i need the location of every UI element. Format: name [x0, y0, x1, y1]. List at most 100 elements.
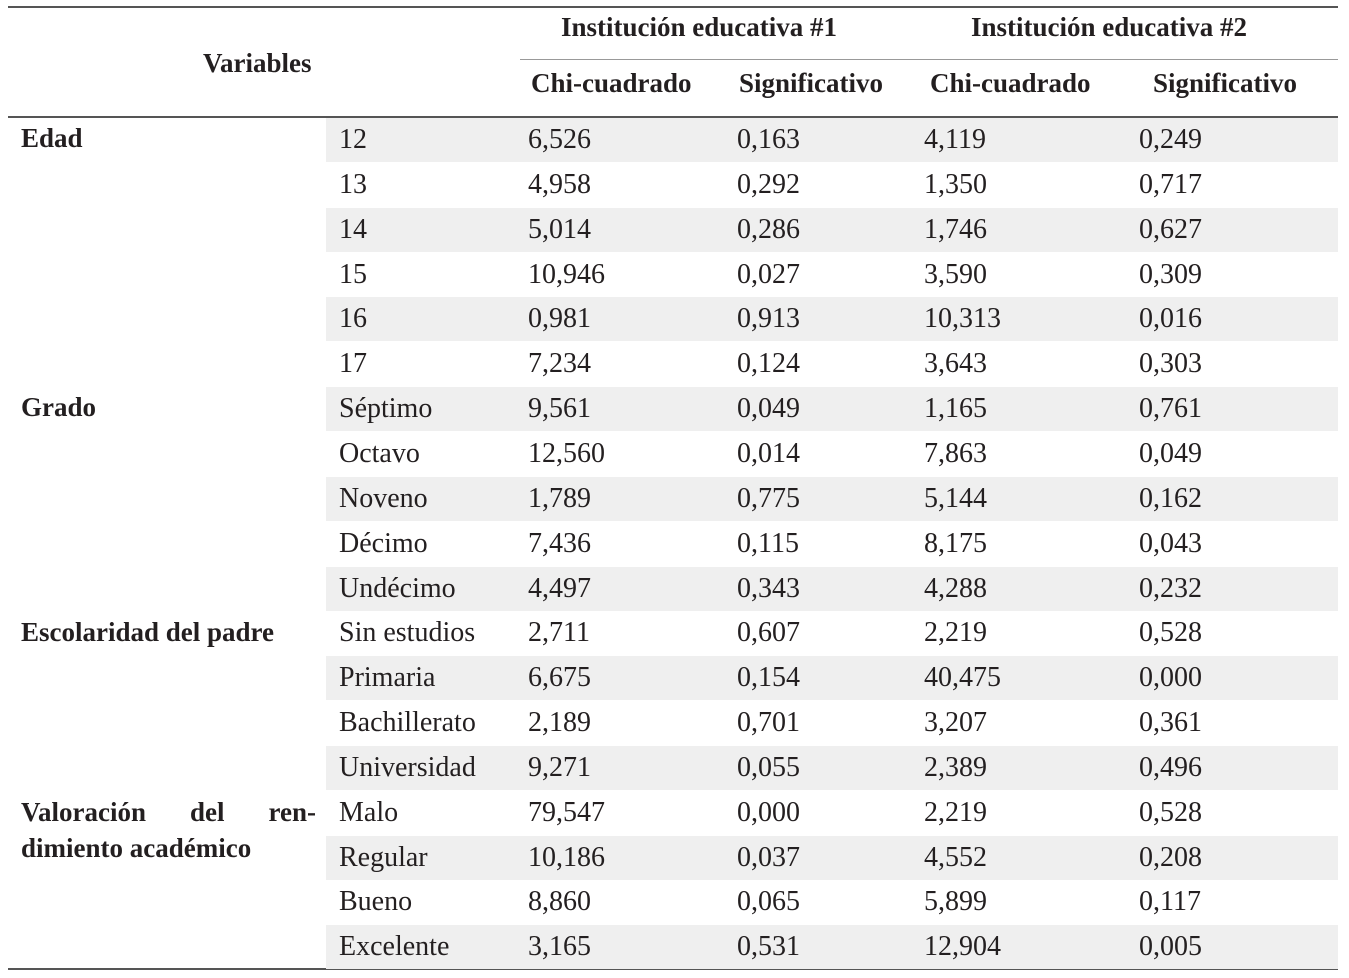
group-label-edad: Edad [21, 123, 83, 153]
row-category: Décimo [339, 527, 428, 559]
row-chi-2: 12,904 [924, 931, 1001, 963]
row-sig-1: 0,124 [737, 348, 800, 380]
row-chi-1: 12,560 [528, 437, 605, 469]
row-shade [326, 297, 1338, 342]
row-category: 13 [339, 168, 367, 200]
row-category: 17 [339, 348, 367, 380]
row-chi-2: 1,350 [924, 168, 987, 200]
row-sig-2: 0,309 [1139, 258, 1202, 290]
table-row: Regular 10,186 0,037 4,552 0,208 [8, 835, 1338, 880]
row-chi-2: 1,746 [924, 213, 987, 245]
row-category: Noveno [339, 482, 428, 514]
row-chi-1: 3,165 [528, 931, 591, 963]
row-sig-2: 0,361 [1139, 707, 1202, 739]
row-sig-1: 0,913 [737, 303, 800, 335]
row-sig-2: 0,208 [1139, 841, 1202, 873]
row-chi-2: 1,165 [924, 393, 987, 425]
row-category: Malo [339, 796, 399, 828]
row-sig-2: 0,162 [1139, 482, 1202, 514]
table-row: Octavo 12,560 0,014 7,863 0,049 [8, 432, 1338, 476]
row-chi-1: 79,547 [528, 796, 605, 828]
row-shade [326, 476, 1338, 521]
table-row: Séptimo 9,561 0,049 1,165 0,761 [8, 387, 1338, 432]
row-shade [326, 835, 1338, 880]
table-row: 16 0,981 0,913 10,313 0,016 [8, 297, 1338, 342]
row-chi-1: 9,561 [528, 393, 591, 425]
row-chi-2: 2,389 [924, 751, 987, 783]
row-category: Excelente [339, 931, 450, 963]
header-sub-rule [520, 59, 1338, 60]
row-category: 14 [339, 213, 367, 245]
row-category: Octavo [339, 437, 420, 469]
row-chi-2: 3,590 [924, 258, 987, 290]
row-sig-2: 0,043 [1139, 527, 1202, 559]
row-shade [326, 656, 1338, 701]
row-sig-1: 0,292 [737, 168, 800, 200]
row-category: Undécimo [339, 572, 456, 604]
row-sig-1: 0,000 [737, 796, 800, 828]
row-shade [326, 925, 1338, 970]
group-label-grado: Grado [21, 392, 97, 422]
row-sig-2: 0,761 [1139, 393, 1202, 425]
row-chi-1: 2,189 [528, 707, 591, 739]
row-sig-1: 0,049 [737, 393, 800, 425]
row-chi-1: 7,234 [528, 348, 591, 380]
row-chi-1: 6,675 [528, 662, 591, 694]
row-category: Bachillerato [339, 707, 476, 739]
group-label-word: Valoración [21, 797, 147, 827]
row-chi-1: 6,526 [528, 124, 591, 155]
row-sig-2: 0,016 [1139, 303, 1202, 335]
row-sig-1: 0,154 [737, 662, 800, 694]
row-chi-1: 2,711 [528, 617, 590, 649]
row-sig-1: 0,775 [737, 482, 800, 514]
table-row: Bueno 8,860 0,065 5,899 0,117 [8, 880, 1338, 924]
header-rule [8, 116, 1338, 118]
row-category: Universidad [339, 751, 476, 783]
row-sig-2: 0,049 [1139, 437, 1202, 469]
row-sig-1: 0,014 [737, 437, 800, 469]
row-sig-2: 0,528 [1139, 617, 1202, 649]
row-sig-1: 0,065 [737, 886, 800, 918]
row-chi-2: 4,288 [924, 572, 987, 604]
table-row: Sin estudios 2,711 0,607 2,219 0,528 [8, 611, 1338, 655]
row-sig-1: 0,607 [737, 617, 800, 649]
table-row: 14 5,014 0,286 1,746 0,627 [8, 207, 1338, 252]
row-category: Primaria [339, 662, 436, 694]
row-sig-1: 0,027 [737, 258, 800, 290]
row-chi-1: 0,981 [528, 303, 591, 335]
table-row: Excelente 3,165 0,531 12,904 0,005 [8, 925, 1338, 970]
row-chi-2: 4,552 [924, 841, 987, 873]
row-chi-1: 1,789 [528, 482, 591, 514]
row-chi-1: 4,958 [528, 168, 591, 200]
row-chi-2: 8,175 [924, 527, 987, 559]
table-row: Décimo 7,436 0,115 8,175 0,043 [8, 522, 1338, 566]
row-sig-1: 0,055 [737, 751, 800, 783]
header-variables: Variables [203, 48, 312, 78]
row-sig-2: 0,005 [1139, 931, 1202, 963]
row-chi-1: 10,186 [528, 841, 605, 873]
row-sig-1: 0,115 [737, 527, 799, 559]
row-shade [326, 745, 1338, 790]
row-category: 15 [339, 258, 367, 290]
row-sig-2: 0,303 [1139, 348, 1202, 380]
header-chi-1: Chi-cuadrado [531, 68, 692, 98]
group-label-word: ren- [268, 797, 317, 827]
row-chi-1: 5,014 [528, 213, 591, 245]
table-row: Undécimo 4,497 0,343 4,288 0,232 [8, 566, 1338, 611]
row-chi-2: 3,643 [924, 348, 987, 380]
row-sig-1: 0,163 [737, 124, 800, 155]
row-chi-1: 7,436 [528, 527, 591, 559]
table-row: 17 7,234 0,124 3,643 0,303 [8, 342, 1338, 386]
row-chi-2: 5,899 [924, 886, 987, 918]
header-sig-2: Significativo [1153, 68, 1298, 98]
row-category: Sin estudios [339, 617, 476, 649]
row-sig-2: 0,496 [1139, 751, 1202, 783]
header-institution-2: Institución educativa #2 [971, 12, 1248, 42]
header-institution-1: Institución educativa #1 [561, 12, 838, 42]
group-label-valoracion: Valoración del ren- dimiento académico [21, 794, 316, 866]
row-chi-1: 4,497 [528, 572, 591, 604]
row-sig-2: 0,528 [1139, 796, 1202, 828]
row-chi-2: 4,119 [924, 124, 986, 155]
table-row: Universidad 9,271 0,055 2,389 0,496 [8, 745, 1338, 790]
group-label-line2: dimiento académico [21, 833, 252, 863]
